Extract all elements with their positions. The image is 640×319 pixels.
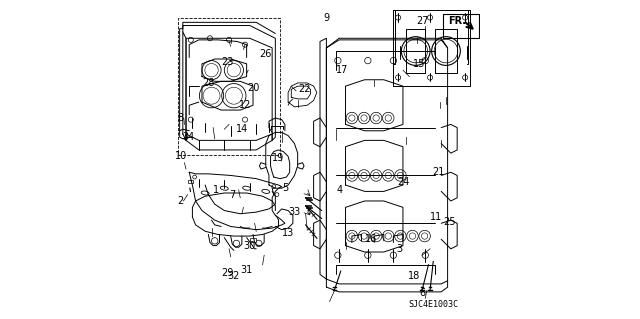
Bar <box>443 14 479 38</box>
Text: FR.: FR. <box>448 16 466 26</box>
Text: 10: 10 <box>175 151 188 161</box>
Text: 17: 17 <box>336 65 349 75</box>
Text: 7: 7 <box>229 189 236 200</box>
Text: 28: 28 <box>202 78 214 88</box>
Text: 30: 30 <box>244 241 256 251</box>
Text: 4: 4 <box>336 185 342 195</box>
Text: 19: 19 <box>273 153 285 163</box>
Text: 33: 33 <box>289 207 301 217</box>
Text: 18: 18 <box>408 271 420 281</box>
Text: 24: 24 <box>397 177 409 187</box>
Text: 8: 8 <box>177 113 183 123</box>
Text: 22: 22 <box>298 84 310 94</box>
Text: 31: 31 <box>241 264 253 275</box>
Text: 32: 32 <box>228 271 240 281</box>
Bar <box>178 18 280 155</box>
Bar <box>250 238 256 242</box>
Text: 11: 11 <box>430 212 443 222</box>
Text: 1: 1 <box>213 185 220 195</box>
Text: 13: 13 <box>282 228 294 238</box>
Text: 29: 29 <box>221 268 234 278</box>
Text: 25: 25 <box>443 217 456 227</box>
Text: 27: 27 <box>416 16 428 26</box>
Text: 2: 2 <box>177 196 184 206</box>
Text: 15: 15 <box>413 59 425 69</box>
Text: 12: 12 <box>239 100 252 110</box>
Text: 26: 26 <box>260 49 272 59</box>
Text: 23: 23 <box>221 57 234 67</box>
Text: 3: 3 <box>397 244 403 254</box>
Text: 34: 34 <box>182 132 195 142</box>
Text: 9: 9 <box>323 12 330 23</box>
Text: 6: 6 <box>419 288 425 299</box>
Text: 21: 21 <box>432 167 444 177</box>
Text: SJC4E1003C: SJC4E1003C <box>408 300 458 309</box>
Text: 16: 16 <box>365 234 377 244</box>
Text: 20: 20 <box>247 83 259 93</box>
Text: 5: 5 <box>282 183 288 193</box>
Text: 14: 14 <box>236 124 248 134</box>
Bar <box>188 180 193 183</box>
